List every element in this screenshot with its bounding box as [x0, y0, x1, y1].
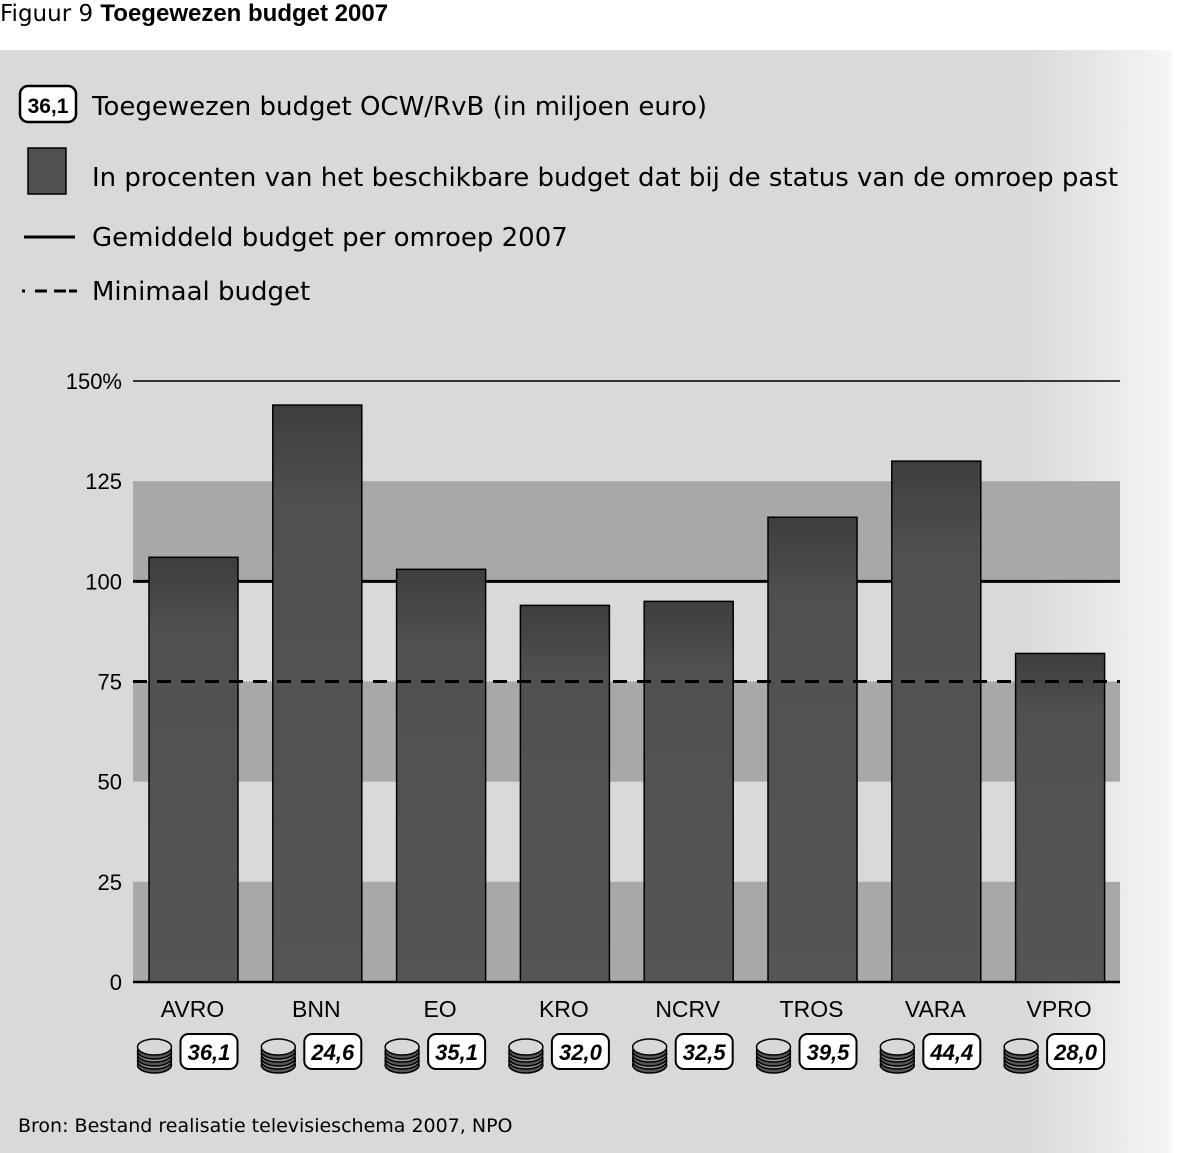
y-tick-label: 100 [85, 569, 122, 594]
category-label: BNN [292, 996, 341, 1022]
bar-kro [519, 604, 611, 983]
budget-badge: 44,4 [879, 1033, 982, 1074]
bar-avro [148, 556, 239, 983]
legend-bar-row: In procenten van het beschikbare budget … [27, 147, 1118, 195]
coin-stack-icon [879, 1038, 916, 1074]
coin-face [260, 1038, 297, 1056]
y-tick-label: 25 [98, 870, 122, 895]
coin-stack-icon [631, 1038, 668, 1074]
budget-badge: 36,1 [136, 1033, 239, 1074]
budget-box [427, 1033, 487, 1070]
coin-stack-icon [384, 1038, 420, 1074]
chart-panel: 36,1 Toegewezen budget OCW/RvB (in miljo… [0, 50, 1172, 1153]
y-tick-label: 0 [110, 970, 122, 995]
budget-badge: 24,6 [260, 1033, 363, 1074]
budget-badge: 39,5 [755, 1033, 858, 1074]
y-tick-label: 50 [98, 770, 122, 795]
budget-value: 39,5 [807, 1040, 851, 1065]
legend-badge-label: Toegewezen budget OCW/RvB (in miljoen eu… [91, 92, 707, 122]
budget-box [922, 1033, 982, 1070]
coin-face [631, 1038, 668, 1056]
coin-face [1003, 1038, 1039, 1056]
source-note: Bron: Bestand realisatie televisieschema… [18, 1115, 513, 1137]
legend-solid-row: Gemiddeld budget per omroep 2007 [24, 223, 568, 253]
y-tick-label: 125 [85, 469, 122, 494]
legend-badge [18, 84, 78, 124]
budget-box [798, 1033, 858, 1070]
budget-box [179, 1033, 239, 1070]
coin-stack-icon [136, 1038, 173, 1074]
budget-badge: 28,0 [1003, 1033, 1106, 1074]
budget-badge: 32,5 [631, 1033, 734, 1074]
budget-box [550, 1033, 610, 1070]
category-label: AVRO [161, 996, 224, 1022]
legend-badge-value: 36,1 [28, 95, 69, 118]
y-tick-label: 150% [66, 369, 122, 394]
legend: 36,1 Toegewezen budget OCW/RvB (in miljo… [18, 84, 1118, 307]
bar-chart: 36,1 Toegewezen budget OCW/RvB (in miljo… [18, 84, 1120, 1137]
y-tick-label: 75 [98, 670, 122, 695]
coin-face [879, 1038, 916, 1056]
bar-vara [891, 460, 982, 983]
budget-box [674, 1033, 734, 1070]
category-label: KRO [539, 996, 589, 1022]
bar-eo [395, 568, 487, 983]
figure-number: Figuur 9 [0, 1, 94, 27]
figure-title-text: Toegewezen budget 2007 [100, 0, 389, 27]
legend-solid-label: Gemiddeld budget per omroep 2007 [92, 223, 568, 253]
coin-stack-icon [755, 1038, 792, 1074]
bar-vpro [1014, 652, 1106, 983]
budget-value: 44,4 [929, 1040, 973, 1065]
budget-badge: 35,1 [384, 1033, 487, 1074]
bar-ncrv [643, 600, 734, 983]
bars [148, 404, 1106, 983]
coin-stack-icon [1003, 1038, 1039, 1074]
coin-face [508, 1038, 544, 1056]
budget-badge: 32,0 [508, 1033, 610, 1074]
budget-value: 35,1 [435, 1040, 478, 1065]
budget-value: 32,0 [559, 1040, 603, 1065]
legend-bar-label: In procenten van het beschikbare budget … [92, 163, 1118, 193]
budget-value: 28,0 [1053, 1040, 1098, 1065]
budget-badges: 36,1 24,6 35,1 32,0 32,5 39,5 44,4 28,0 [136, 1033, 1106, 1074]
legend-dashed-label: Minimaal budget [92, 277, 310, 307]
category-label: VPRO [1027, 996, 1092, 1022]
coin-stack-icon [508, 1038, 544, 1074]
budget-value: 24,6 [310, 1040, 355, 1065]
category-label: EO [423, 996, 456, 1022]
coin-stack-icon [260, 1038, 297, 1074]
coin-face [384, 1038, 420, 1056]
x-axis: AVRO BNN EO KRO NCRV TROS VARA VPRO [161, 996, 1092, 1022]
category-label: VARA [905, 996, 967, 1022]
legend-bar-swatch [27, 147, 67, 195]
legend-badge-row: 36,1 Toegewezen budget OCW/RvB (in miljo… [18, 84, 707, 124]
bar-tros [767, 516, 858, 983]
category-label: NCRV [655, 996, 720, 1022]
budget-box [1046, 1033, 1106, 1070]
coin-face [136, 1038, 173, 1056]
figure-title: Figuur 9 Toegewezen budget 2007 [0, 0, 388, 28]
legend-dashed-row: Minimaal budget [22, 277, 310, 307]
category-label: TROS [780, 996, 844, 1022]
budget-value: 36,1 [188, 1040, 231, 1065]
budget-box [303, 1033, 363, 1070]
bar-bnn [272, 404, 363, 983]
budget-value: 32,5 [683, 1040, 727, 1065]
coin-face [755, 1038, 792, 1056]
y-axis: 0 25 50 75 100 125 150% [66, 369, 122, 995]
